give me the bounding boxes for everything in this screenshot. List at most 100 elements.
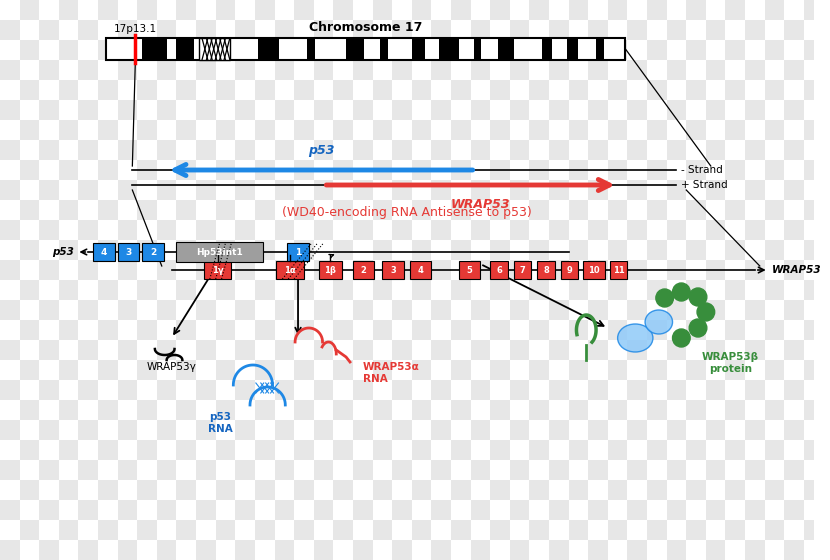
Bar [588,220,608,240]
Bar [98,200,118,220]
Bar [0,340,20,360]
Bar [471,260,491,280]
Bar [0,180,20,200]
Bar [608,160,627,180]
FancyBboxPatch shape [583,261,605,279]
Bar [78,340,98,360]
Bar [491,280,510,300]
Bar [196,380,216,400]
Bar [118,100,137,120]
Bar [804,200,823,220]
Bar [627,300,647,320]
Bar [784,20,804,40]
Bar [294,320,314,340]
Bar [157,60,177,80]
Text: 10: 10 [588,265,600,274]
Bar [804,440,823,460]
Bar [491,80,510,100]
Bar [686,280,706,300]
Bar [491,520,510,540]
Bar [353,140,373,160]
Bar [275,20,294,40]
Bar [725,200,745,220]
Bar [39,380,59,400]
Bar [804,80,823,100]
Bar [334,240,353,260]
Bar [804,0,823,20]
Bar [549,460,569,480]
FancyBboxPatch shape [258,38,280,60]
Bar [627,20,647,40]
Bar [491,480,510,500]
Bar [569,360,588,380]
Bar [20,240,39,260]
Bar [294,520,314,540]
Bar [78,540,98,560]
Bar [78,220,98,240]
Text: WRAP53γ: WRAP53γ [147,362,197,372]
Bar [275,460,294,480]
Bar [627,500,647,520]
Bar [98,80,118,100]
Text: WRAP53β
protein: WRAP53β protein [702,352,759,374]
Bar [647,320,666,340]
Bar [745,180,764,200]
Bar [39,140,59,160]
FancyBboxPatch shape [410,261,432,279]
Bar [745,220,764,240]
Bar [78,20,98,40]
Bar [432,20,451,40]
Bar [510,380,530,400]
Bar [412,80,432,100]
FancyBboxPatch shape [177,38,194,60]
Bar [255,0,275,20]
Bar [608,480,627,500]
Bar [118,20,137,40]
Bar [314,300,334,320]
Bar [20,80,39,100]
FancyBboxPatch shape [561,261,579,279]
Bar [530,360,549,380]
Bar [20,120,39,140]
Ellipse shape [618,324,653,352]
Bar [725,440,745,460]
Bar [569,280,588,300]
Bar [216,360,235,380]
Bar [588,140,608,160]
Bar [706,500,725,520]
Bar [39,500,59,520]
Bar [334,360,353,380]
Bar [177,280,196,300]
Bar [137,40,157,60]
Text: WRAP53: WRAP53 [772,265,821,275]
Bar [157,500,177,520]
Bar [20,400,39,420]
Bar [451,160,471,180]
Bar [451,480,471,500]
Bar [784,300,804,320]
Bar [608,520,627,540]
Bar [20,360,39,380]
Bar [666,300,686,320]
Bar [510,340,530,360]
FancyBboxPatch shape [412,38,426,60]
Bar [491,120,510,140]
Bar [275,260,294,280]
Bar [471,420,491,440]
Bar [549,420,569,440]
Bar [471,100,491,120]
Bar [666,260,686,280]
Bar [666,140,686,160]
Bar [334,280,353,300]
Bar [588,60,608,80]
Bar [666,100,686,120]
Bar [471,20,491,40]
Bar [334,440,353,460]
Bar [314,500,334,520]
Bar [725,0,745,20]
Bar [294,400,314,420]
Bar [137,240,157,260]
Bar [510,500,530,520]
Bar [725,80,745,100]
Bar [706,220,725,240]
